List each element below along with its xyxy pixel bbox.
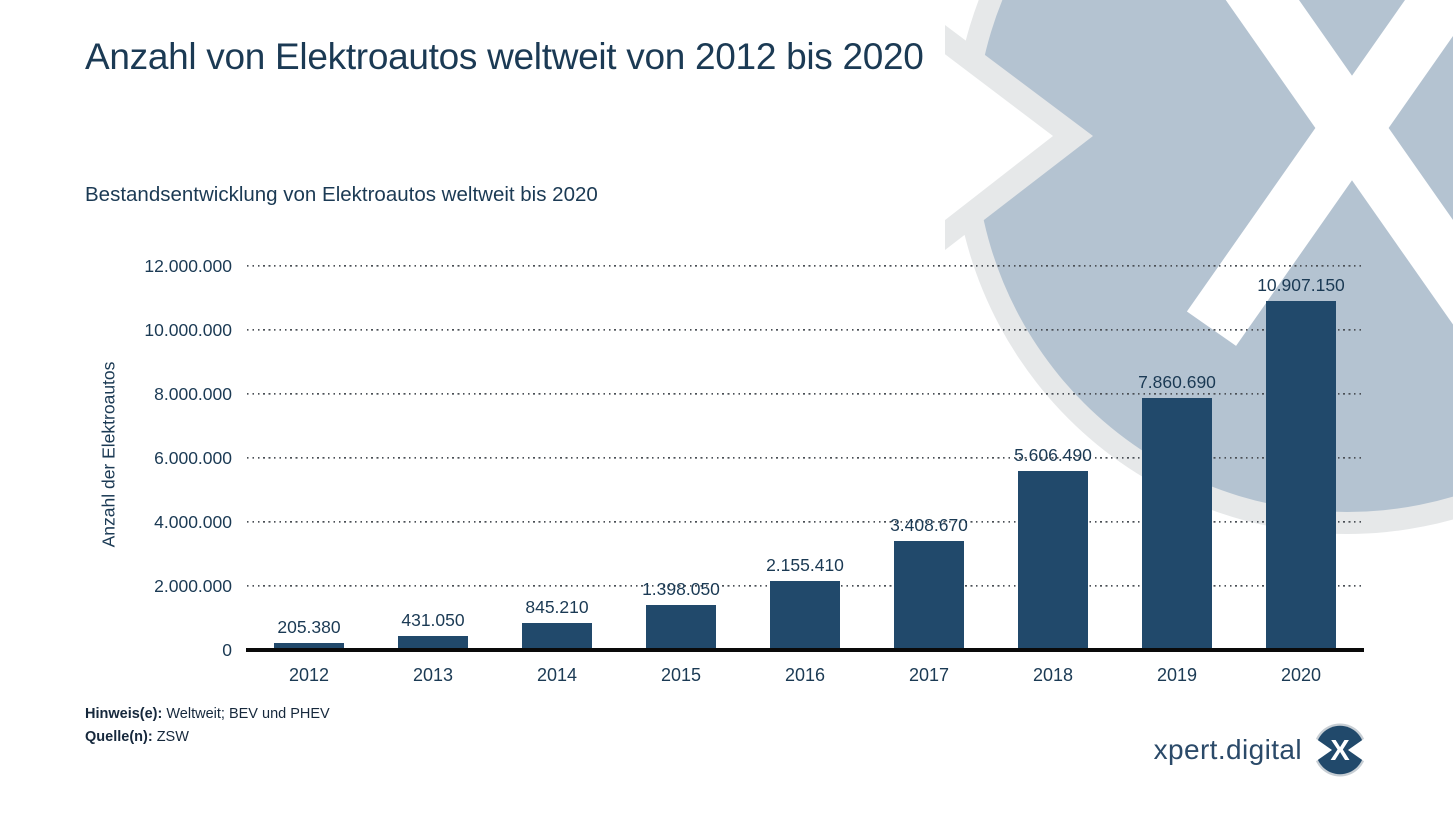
x-axis-line: [246, 648, 1364, 652]
bar-2015: [646, 605, 716, 650]
y-tick-label: 10.000.000: [144, 320, 232, 340]
x-tick-label: 2017: [908, 665, 950, 685]
gridline: [247, 329, 1363, 331]
footer-notes: Hinweis(e): Weltweit; BEV und PHEV Quell…: [85, 703, 330, 748]
bar-2013: [398, 636, 468, 650]
source-text: ZSW: [156, 728, 189, 745]
gridline: [247, 265, 1363, 267]
source-label: Quelle(n):: [85, 728, 153, 745]
bar-2020: [1266, 301, 1336, 650]
y-tick-label: 4.000.000: [154, 512, 232, 532]
bar-value-label: 431.050: [401, 610, 465, 630]
x-tick-label: 2016: [784, 665, 826, 685]
x-tick-label: 2020: [1280, 665, 1322, 685]
bar-value-label: 205.380: [277, 617, 341, 637]
x-tick-label: 2015: [660, 665, 702, 685]
x-tick-label: 2012: [288, 665, 330, 685]
y-tick-label: 0: [222, 640, 232, 660]
xpert-digital-logo: xpert.digital X: [1154, 722, 1367, 778]
bar-value-label: 845.210: [525, 597, 589, 617]
y-tick-label: 6.000.000: [154, 448, 232, 468]
bar-value-label: 3.408.670: [890, 515, 968, 535]
chart-subtitle: Bestandsentwicklung von Elektroautos wel…: [85, 183, 598, 206]
x-tick-label: 2019: [1156, 665, 1198, 685]
chart-title: Anzahl von Elektroautos weltweit von 201…: [85, 36, 924, 77]
badge-notch-left: [1313, 736, 1332, 764]
gridline: [247, 457, 1363, 459]
gridline: [247, 521, 1363, 523]
bar-2019: [1142, 398, 1212, 650]
xpert-x-badge-icon: X: [1313, 723, 1367, 777]
badge-notch-right: [1348, 736, 1367, 764]
note-label: Hinweis(e):: [85, 706, 163, 722]
footer-note-line: Hinweis(e): Weltweit; BEV und PHEV: [85, 703, 330, 726]
bar-value-label: 2.155.410: [766, 555, 844, 575]
bar-value-label: 5.606.490: [1014, 445, 1092, 465]
y-tick-label: 8.000.000: [154, 384, 232, 404]
gridline: [247, 393, 1363, 395]
badge-letter: X: [1330, 735, 1350, 767]
bar-value-label: 1.398.050: [642, 579, 720, 599]
x-tick-label: 2013: [412, 665, 454, 685]
y-tick-label: 2.000.000: [154, 576, 232, 596]
bar-2016: [770, 581, 840, 650]
x-tick-label: 2014: [536, 665, 578, 685]
note-text: Weltweit; BEV und PHEV: [166, 706, 330, 722]
logo-text: xpert.digital: [1153, 734, 1302, 765]
bar-2012: [274, 643, 344, 650]
bar-2018: [1018, 471, 1088, 650]
bar-value-label: 10.907.150: [1257, 275, 1345, 295]
x-tick-label: 2018: [1032, 665, 1074, 685]
y-tick-label: 12.000.000: [144, 256, 232, 276]
bar-2014: [522, 623, 592, 650]
bar-2017: [894, 541, 964, 650]
bar-value-label: 7.860.690: [1138, 372, 1216, 392]
footer-source-line: Quelle(n): ZSW: [85, 726, 330, 749]
badge-circle: [1315, 725, 1365, 775]
